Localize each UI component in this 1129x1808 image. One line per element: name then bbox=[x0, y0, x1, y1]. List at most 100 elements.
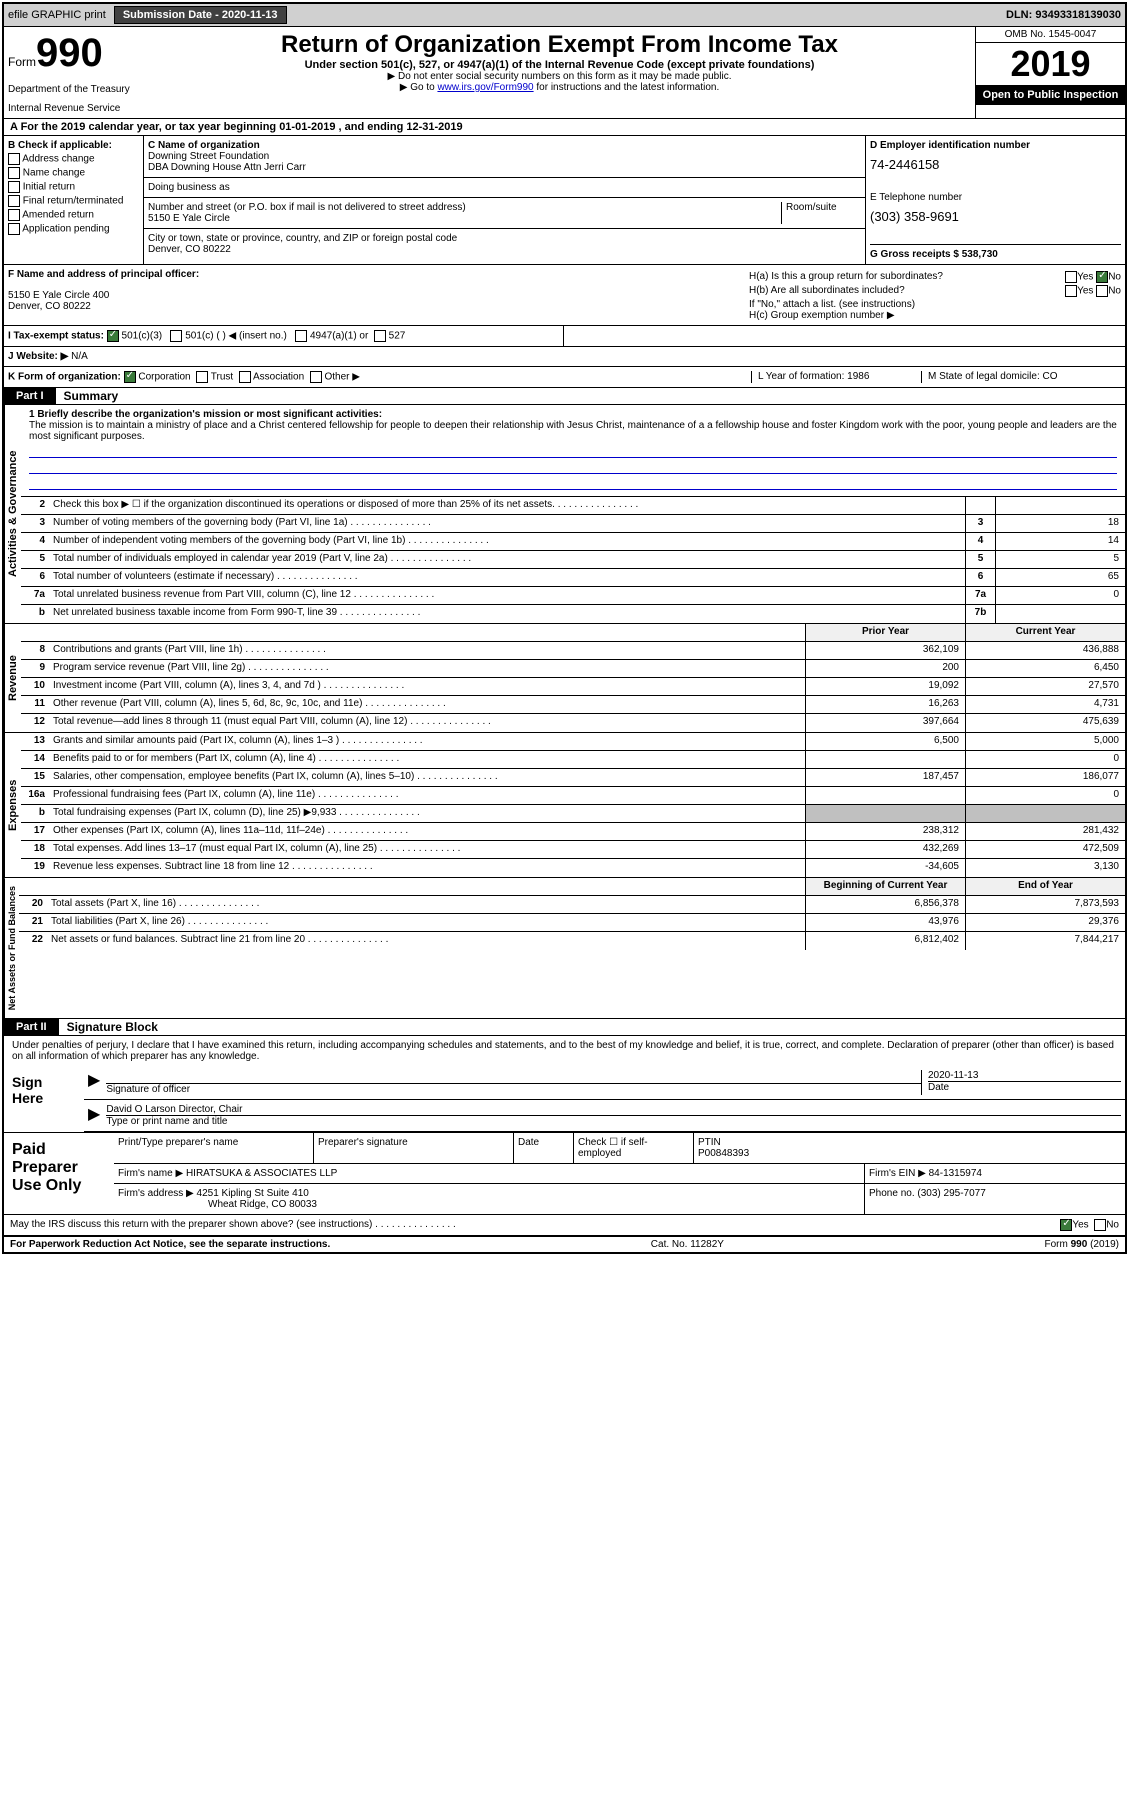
cb-label: Name change bbox=[23, 168, 85, 179]
city-row: City or town, state or province, country… bbox=[144, 229, 865, 259]
form-of-org: K Form of organization: Corporation Trus… bbox=[8, 371, 751, 383]
firm-name-value: HIRATSUKA & ASSOCIATES LLP bbox=[186, 1168, 337, 1179]
cb-discuss-yes[interactable] bbox=[1060, 1219, 1072, 1231]
sig-date-value: 2020-11-13 bbox=[928, 1070, 1121, 1081]
revenue-lines: 8 Contributions and grants (Part VIII, l… bbox=[21, 642, 1125, 732]
prior-year-value: 19,092 bbox=[805, 678, 965, 695]
room-label: Room/suite bbox=[781, 202, 861, 224]
line-num: 21 bbox=[19, 914, 47, 931]
cb-discuss-no[interactable] bbox=[1094, 1219, 1106, 1231]
line-text: Total fundraising expenses (Part IX, col… bbox=[49, 805, 805, 822]
cb-other[interactable] bbox=[310, 371, 322, 383]
ein-value: 74-2446158 bbox=[870, 157, 1121, 172]
opt-527: 527 bbox=[389, 331, 406, 342]
line-num: 3 bbox=[21, 515, 49, 532]
firm-name-cell: Firm's name ▶ HIRATSUKA & ASSOCIATES LLP bbox=[114, 1164, 865, 1183]
line-box: 4 bbox=[965, 533, 995, 550]
current-year-value: 0 bbox=[965, 751, 1125, 768]
form-number: 990 bbox=[36, 31, 103, 76]
cb-amended-return[interactable]: Amended return bbox=[8, 209, 139, 221]
public-inspection-badge: Open to Public Inspection bbox=[976, 85, 1125, 105]
irs-form990-link[interactable]: www.irs.gov/Form990 bbox=[437, 82, 533, 93]
line-text: Total number of volunteers (estimate if … bbox=[49, 569, 965, 586]
data-line: 9 Program service revenue (Part VIII, li… bbox=[21, 660, 1125, 678]
data-line: b Total fundraising expenses (Part IX, c… bbox=[21, 805, 1125, 823]
line-text: Number of voting members of the governin… bbox=[49, 515, 965, 532]
cb-501c3[interactable] bbox=[107, 330, 119, 342]
cb-name-change[interactable]: Name change bbox=[8, 167, 139, 179]
pra-notice: For Paperwork Reduction Act Notice, see … bbox=[10, 1239, 330, 1250]
line-value: 5 bbox=[995, 551, 1125, 568]
cb-final-return[interactable]: Final return/terminated bbox=[8, 195, 139, 207]
form-990-document: efile GRAPHIC print Submission Date - 20… bbox=[2, 2, 1127, 1254]
prep-row-2: Firm's name ▶ HIRATSUKA & ASSOCIATES LLP… bbox=[114, 1164, 1125, 1184]
officer-sig-label: Signature of officer bbox=[106, 1084, 921, 1095]
mission-blank-line bbox=[29, 460, 1117, 474]
line-box: 5 bbox=[965, 551, 995, 568]
prior-year-hdr: Prior Year bbox=[805, 624, 965, 641]
revenue-label: Revenue bbox=[4, 624, 21, 732]
cb-501c[interactable] bbox=[170, 330, 182, 342]
street-label: Number and street (or P.O. box if mail i… bbox=[148, 202, 781, 213]
part1-title: Summary bbox=[64, 389, 119, 403]
gov-line: 7a Total unrelated business revenue from… bbox=[21, 587, 1125, 605]
sig-date-label: Date bbox=[928, 1081, 1121, 1093]
dept-treasury: Department of the Treasury bbox=[8, 84, 140, 95]
line-num: 10 bbox=[21, 678, 49, 695]
firm-phone-value: (303) 295-7077 bbox=[917, 1188, 985, 1199]
row-i: I Tax-exempt status: 501(c)(3) 501(c) ( … bbox=[4, 326, 1125, 347]
cb-527[interactable] bbox=[374, 330, 386, 342]
line-text: Other expenses (Part IX, column (A), lin… bbox=[49, 823, 805, 840]
form-header: Form 990 Department of the Treasury Inte… bbox=[4, 27, 1125, 119]
line-box: 7b bbox=[965, 605, 995, 623]
officer-name: David O Larson Director, Chair bbox=[106, 1104, 1121, 1116]
prep-name-label: Print/Type preparer's name bbox=[114, 1133, 314, 1163]
cb-label: Application pending bbox=[22, 224, 109, 235]
top-bar: efile GRAPHIC print Submission Date - 20… bbox=[4, 4, 1125, 27]
perjury-declaration: Under penalties of perjury, I declare th… bbox=[4, 1036, 1125, 1066]
cb-association[interactable] bbox=[239, 371, 251, 383]
officer-sig-line[interactable] bbox=[106, 1070, 921, 1084]
line-num: 19 bbox=[21, 859, 49, 877]
mission-block: 1 Briefly describe the organization's mi… bbox=[21, 405, 1125, 497]
opt-corp: Corporation bbox=[138, 372, 190, 383]
prior-year-value bbox=[805, 751, 965, 768]
data-line: 10 Investment income (Part VIII, column … bbox=[21, 678, 1125, 696]
data-line: 8 Contributions and grants (Part VIII, l… bbox=[21, 642, 1125, 660]
line-num: b bbox=[21, 805, 49, 822]
state-domicile: M State of legal domicile: CO bbox=[921, 371, 1121, 383]
line-text: Total number of individuals employed in … bbox=[49, 551, 965, 568]
cb-initial-return[interactable]: Initial return bbox=[8, 181, 139, 193]
footer-row: For Paperwork Reduction Act Notice, see … bbox=[4, 1237, 1125, 1252]
line-text: Contributions and grants (Part VIII, lin… bbox=[49, 642, 805, 659]
line-text: Total assets (Part X, line 16) bbox=[47, 896, 805, 913]
part2-badge: Part II bbox=[4, 1019, 59, 1035]
prior-year-value: 362,109 bbox=[805, 642, 965, 659]
firm-ein-cell: Firm's EIN ▶ 84-1315974 bbox=[865, 1164, 1125, 1183]
cb-trust[interactable] bbox=[196, 371, 208, 383]
line-text: Total unrelated business revenue from Pa… bbox=[49, 587, 965, 604]
city-label: City or town, state or province, country… bbox=[148, 233, 457, 244]
line-value: 14 bbox=[995, 533, 1125, 550]
hc-label: H(c) Group exemption number ▶ bbox=[749, 310, 1121, 321]
cat-no: Cat. No. 11282Y bbox=[651, 1239, 724, 1250]
line-value bbox=[995, 605, 1125, 623]
eoy-hdr: End of Year bbox=[965, 878, 1125, 895]
form-title-cell: Return of Organization Exempt From Incom… bbox=[144, 27, 975, 118]
cb-address-change[interactable]: Address change bbox=[8, 153, 139, 165]
prep-row-3: Firm's address ▶ 4251 Kipling St Suite 4… bbox=[114, 1184, 1125, 1214]
mission-label: 1 Briefly describe the organization's mi… bbox=[29, 409, 1117, 420]
cb-corporation[interactable] bbox=[124, 371, 136, 383]
data-line: 13 Grants and similar amounts paid (Part… bbox=[21, 733, 1125, 751]
cb-application-pending[interactable]: Application pending bbox=[8, 223, 139, 235]
current-year-value: 281,432 bbox=[965, 823, 1125, 840]
cb-4947[interactable] bbox=[295, 330, 307, 342]
current-year-value: 5,000 bbox=[965, 733, 1125, 750]
firm-phone-label: Phone no. bbox=[869, 1188, 915, 1199]
line-text: Professional fundraising fees (Part IX, … bbox=[49, 787, 805, 804]
line-num: 5 bbox=[21, 551, 49, 568]
yes-label: Yes bbox=[1077, 286, 1093, 297]
line-num: 12 bbox=[21, 714, 49, 732]
col-c: C Name of organization Downing Street Fo… bbox=[144, 136, 865, 264]
form-id-cell: Form 990 Department of the Treasury Inte… bbox=[4, 27, 144, 118]
